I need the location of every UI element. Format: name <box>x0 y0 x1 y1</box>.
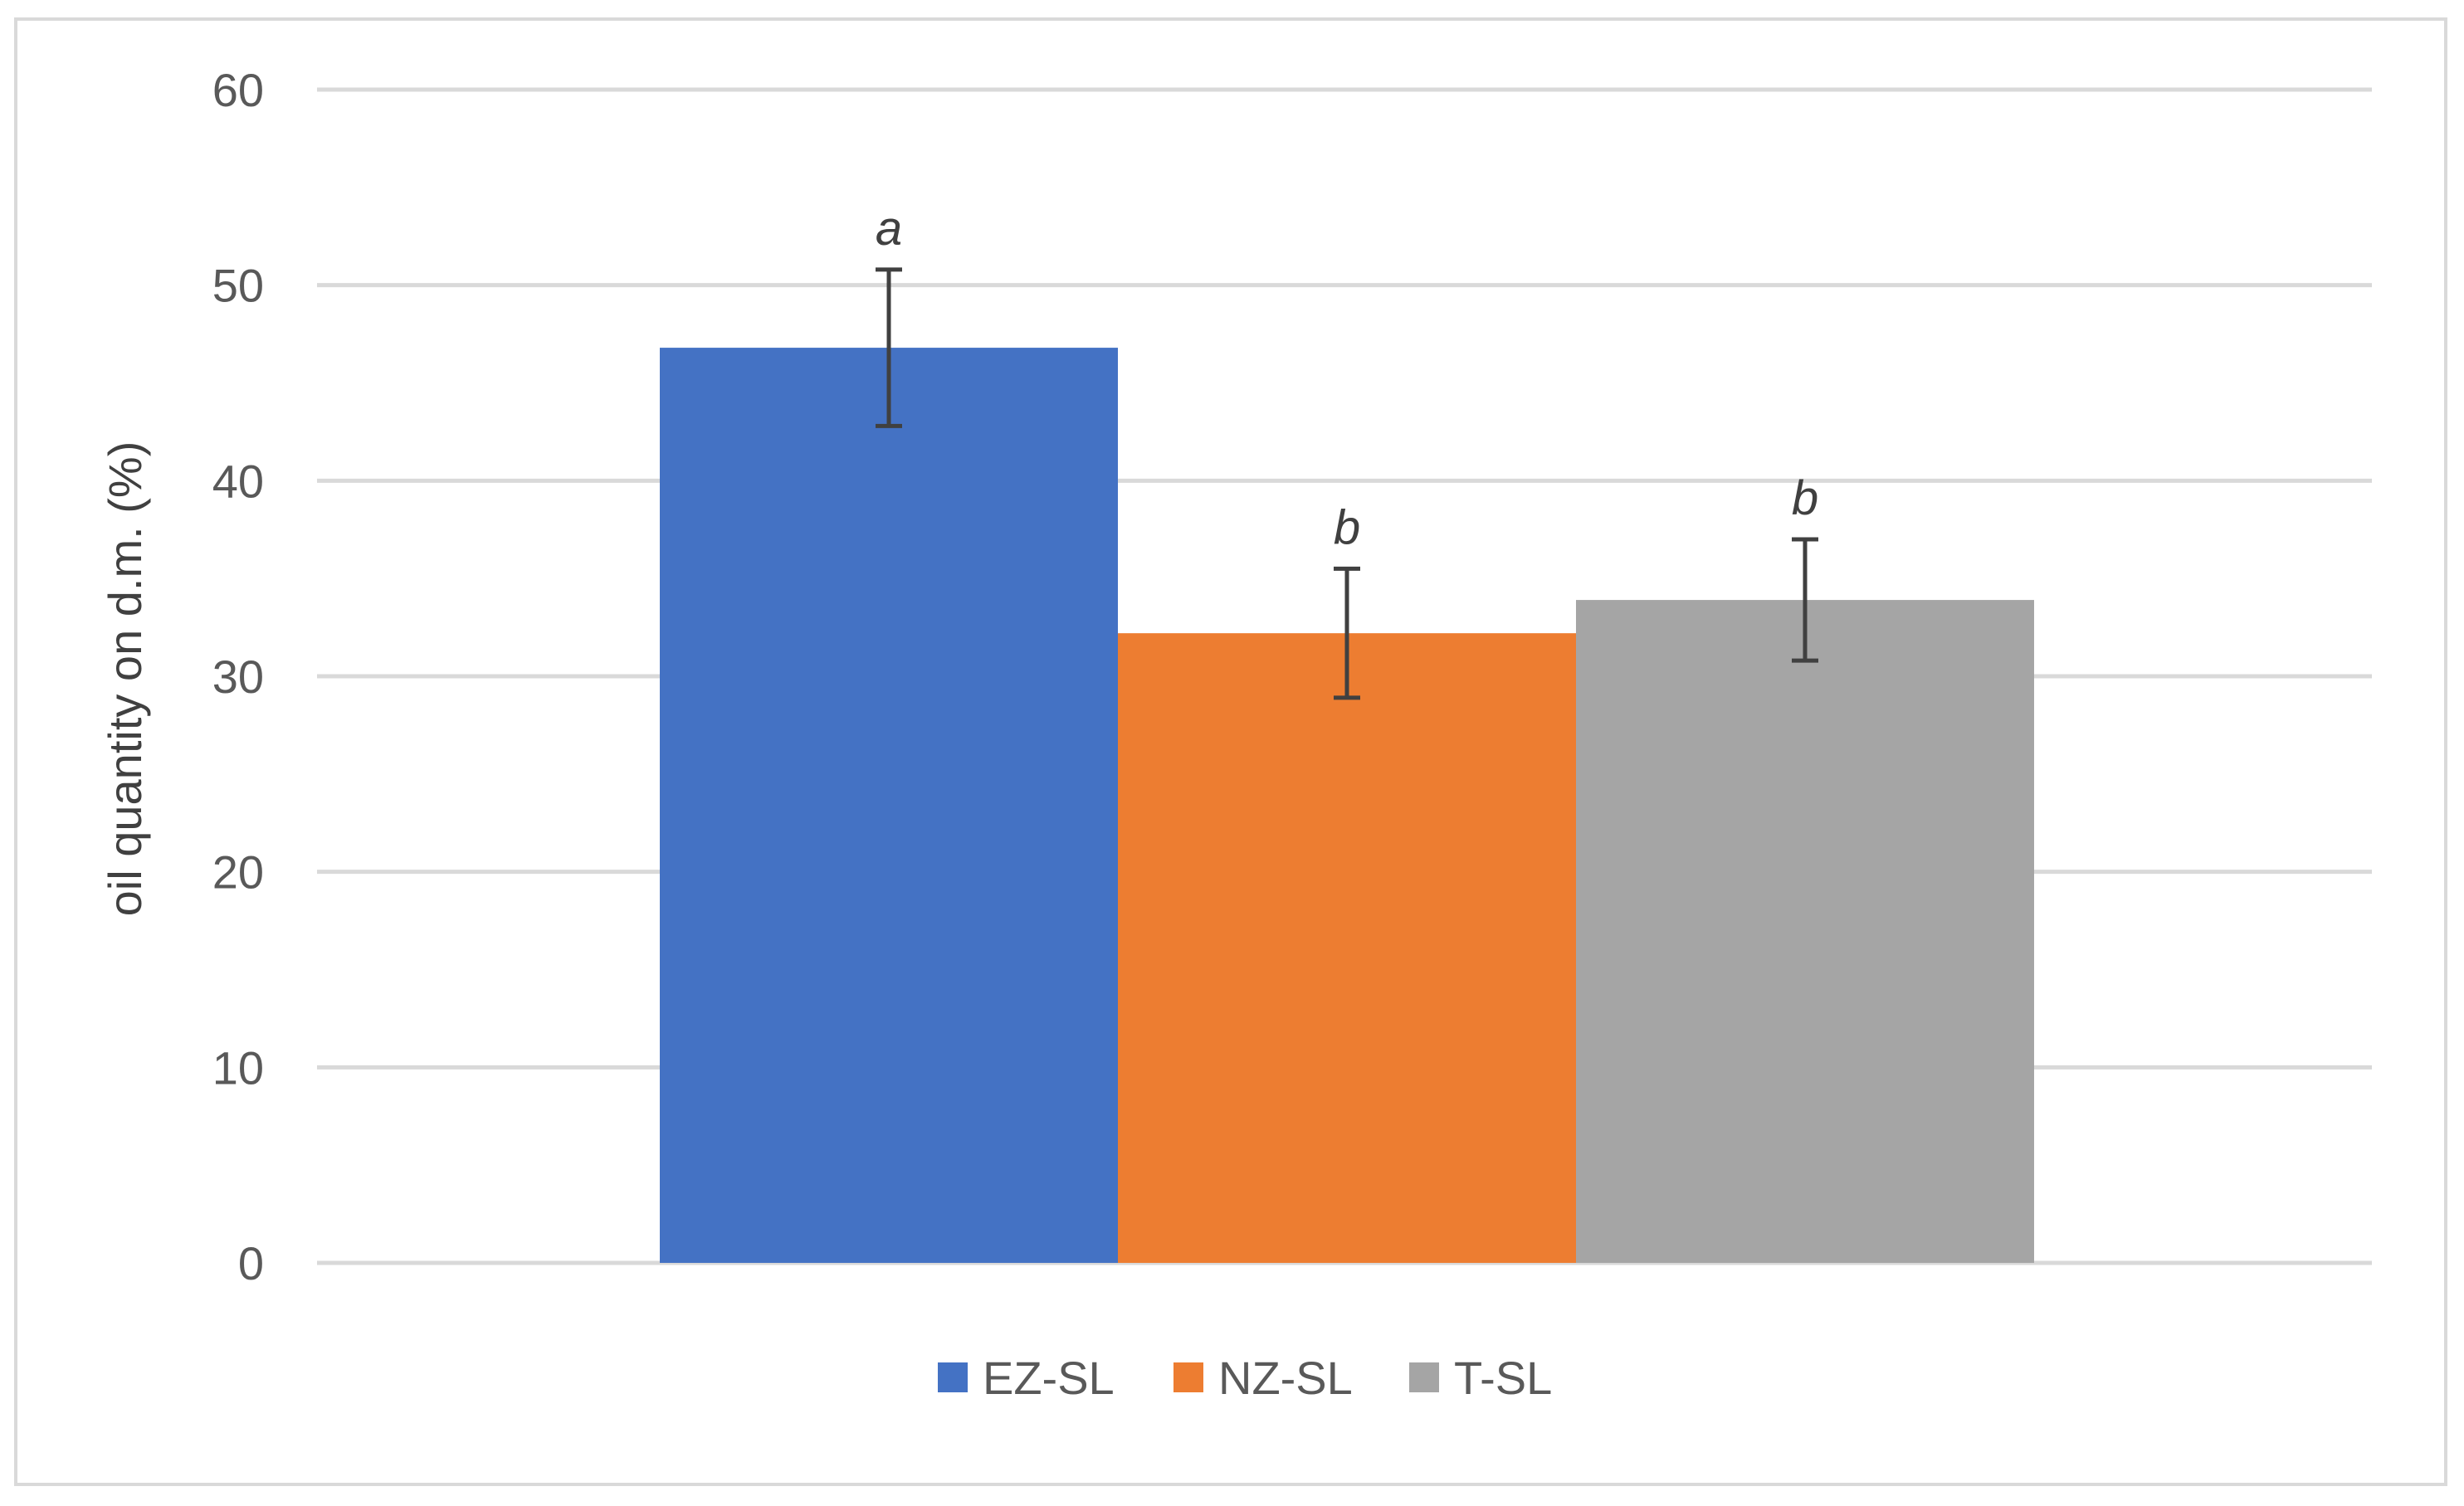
bar-nz-sl <box>1118 633 1576 1263</box>
error-bar-t-sl <box>1792 537 1818 663</box>
legend-label-ez-sl: EZ-SL <box>983 1352 1115 1404</box>
significance-label: b <box>1334 500 1360 554</box>
bar-ez-sl <box>660 348 1118 1264</box>
y-axis-ticks: 0 10 20 30 40 50 60 <box>212 64 264 1289</box>
error-bar-ez-sl <box>876 267 902 428</box>
y-tick-label: 10 <box>212 1041 264 1094</box>
y-tick-label: 60 <box>212 64 264 116</box>
error-bars <box>876 267 1818 700</box>
legend-swatch-nz-sl <box>1173 1362 1203 1392</box>
y-tick-label: 30 <box>212 651 264 703</box>
bars <box>660 348 2034 1264</box>
y-tick-label: 20 <box>212 846 264 899</box>
legend-swatch-ez-sl <box>938 1362 968 1392</box>
y-tick-label: 40 <box>212 455 264 507</box>
error-bar-nz-sl <box>1334 566 1360 700</box>
legend-label-t-sl: T-SL <box>1454 1352 1552 1404</box>
significance-labels: a b b <box>876 202 1818 555</box>
legend: EZ-SL NZ-SL T-SL <box>938 1352 1552 1404</box>
y-tick-label: 0 <box>238 1237 264 1289</box>
legend-label-nz-sl: NZ-SL <box>1218 1352 1353 1404</box>
y-tick-label: 50 <box>212 260 264 312</box>
legend-swatch-t-sl <box>1409 1362 1439 1392</box>
significance-label: b <box>1792 471 1818 525</box>
significance-label: a <box>876 202 902 256</box>
bar-t-sl <box>1576 600 2034 1263</box>
y-axis-title: oil quantity on d.m. (%) <box>99 441 151 917</box>
